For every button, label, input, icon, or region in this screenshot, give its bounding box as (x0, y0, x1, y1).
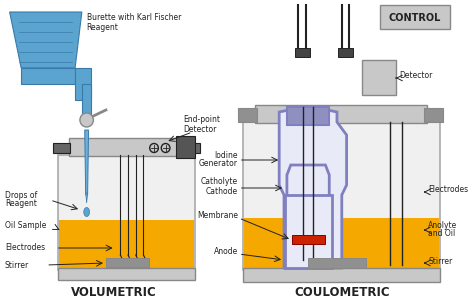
Bar (183, 143, 200, 153)
Bar (53, 143, 70, 153)
Text: VOLUMETRIC: VOLUMETRIC (71, 287, 156, 300)
Bar (292, 235, 326, 244)
Bar (21, 68, 75, 84)
Text: and Oil: and Oil (428, 230, 456, 239)
Text: Catholyte: Catholyte (201, 178, 238, 187)
Text: Reagent: Reagent (87, 23, 118, 31)
Ellipse shape (84, 207, 90, 217)
Text: Generator: Generator (199, 159, 238, 169)
Polygon shape (279, 108, 346, 268)
Bar (308, 258, 366, 268)
Text: Iodine: Iodine (214, 150, 238, 159)
Bar (424, 108, 443, 122)
Ellipse shape (80, 113, 93, 127)
Bar (106, 258, 149, 267)
Bar (338, 48, 353, 57)
Bar (285, 195, 332, 268)
Text: Detector: Detector (183, 124, 216, 133)
Polygon shape (9, 12, 82, 68)
Text: Detector: Detector (400, 72, 433, 81)
Bar (243, 122, 440, 270)
Bar (243, 268, 440, 282)
Polygon shape (85, 130, 89, 195)
Bar (238, 108, 257, 122)
Text: Oil Sample: Oil Sample (5, 220, 46, 230)
Bar (176, 136, 195, 158)
Text: Stirrer: Stirrer (428, 258, 453, 266)
Text: Anolyte: Anolyte (428, 220, 458, 230)
Bar (255, 105, 427, 123)
Polygon shape (287, 165, 329, 200)
Bar (295, 48, 310, 57)
Bar (244, 218, 439, 268)
Text: COULOMETRIC: COULOMETRIC (294, 287, 390, 300)
Bar (59, 220, 194, 268)
Text: Reagent: Reagent (5, 200, 36, 208)
Text: CONTROL: CONTROL (389, 13, 441, 23)
Bar (380, 5, 450, 29)
Bar (82, 84, 91, 114)
Bar (58, 155, 195, 270)
Text: Anode: Anode (214, 248, 238, 256)
Text: Burette with Karl Fischer: Burette with Karl Fischer (87, 14, 181, 23)
Polygon shape (75, 68, 91, 100)
Text: Cathode: Cathode (206, 187, 238, 195)
Polygon shape (86, 193, 88, 203)
Text: Drops of: Drops of (5, 191, 37, 200)
Text: Stirrer: Stirrer (5, 261, 29, 269)
Text: End-point: End-point (183, 115, 220, 124)
Text: Membrane: Membrane (197, 210, 238, 220)
Bar (58, 268, 195, 280)
Text: Electrodes: Electrodes (5, 243, 45, 252)
Bar (287, 107, 329, 125)
Bar (69, 138, 183, 156)
Bar (362, 60, 396, 95)
Text: Electrodes: Electrodes (428, 185, 469, 194)
